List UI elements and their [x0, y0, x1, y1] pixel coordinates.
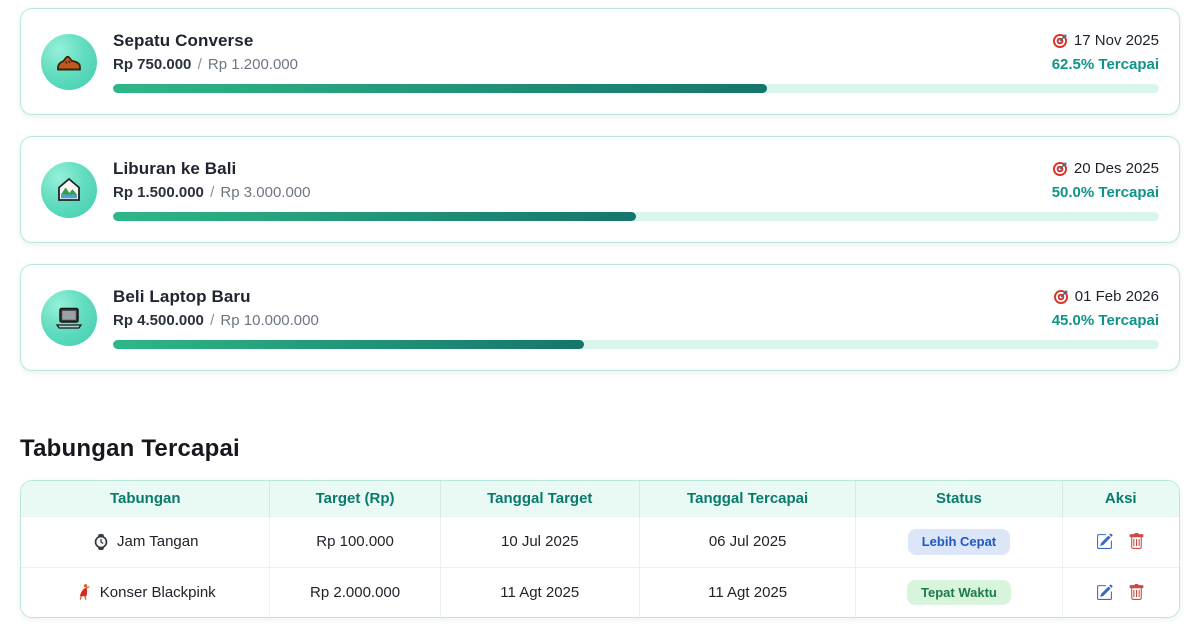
laptop-icon	[56, 307, 82, 329]
saving-achieved-date: 06 Jul 2025	[638, 516, 856, 568]
column-header-aksi: Aksi	[1061, 481, 1179, 517]
goal-body: Sepatu Converse 17 Nov 2025 Rp 750.000 /…	[113, 31, 1159, 93]
saving-name: Jam Tangan	[117, 533, 199, 551]
goal-deadline-date: 20 Des 2025	[1073, 160, 1159, 177]
progress-bar-track	[113, 339, 1159, 349]
column-header-tanggal-tercapai: Tanggal Tercapai	[638, 481, 856, 517]
goal-card-beli-laptop-baru: Beli Laptop Baru 01 Feb 2026 Rp 4.500.00…	[20, 264, 1180, 371]
amount-target: Rp 10.000.000	[220, 311, 319, 329]
column-header-tanggal-target: Tanggal Target	[439, 481, 640, 517]
edit-button[interactable]	[1096, 533, 1114, 551]
goal-amounts: Rp 4.500.000 / Rp 10.000.000	[113, 312, 319, 329]
target-icon	[1052, 32, 1068, 49]
delete-button[interactable]	[1128, 533, 1146, 551]
delete-button[interactable]	[1128, 583, 1146, 601]
goal-amounts: Rp 1.500.000 / Rp 3.000.000	[113, 184, 311, 201]
goal-percent-label: 62.5% Tercapai	[1051, 55, 1159, 73]
column-header-tabungan: Tabungan	[21, 481, 270, 517]
table-row-jam-tangan: Jam Tangan Rp 100.000 10 Jul 2025 06 Jul…	[21, 516, 1179, 568]
column-header-status: Status	[855, 481, 1062, 517]
saving-target: Rp 100.000	[269, 516, 441, 568]
status-badge: Tepat Waktu	[907, 579, 1011, 606]
goal-body: Beli Laptop Baru 01 Feb 2026 Rp 4.500.00…	[113, 287, 1159, 349]
dancer-icon	[78, 583, 90, 601]
goal-card-liburan-ke-bali: Liburan ke Bali 20 Des 2025 Rp 1.500.000…	[20, 136, 1180, 243]
saving-achieved-date: 11 Agt 2025	[638, 566, 856, 618]
achieved-table-container: Tabungan Target (Rp) Tanggal Target Tang…	[20, 480, 1180, 619]
goal-card-list: Sepatu Converse 17 Nov 2025 Rp 750.000 /…	[20, 8, 1180, 371]
shoe-icon	[57, 55, 81, 70]
goal-percent-label: 50.0% Tercapai	[1051, 183, 1159, 201]
goal-deadline-date: 17 Nov 2025	[1073, 32, 1159, 49]
section-heading: Tabungan Tercapai	[20, 435, 240, 462]
edit-icon	[1097, 533, 1113, 550]
goal-title: Liburan ke Bali	[113, 158, 237, 178]
target-icon	[1053, 288, 1069, 305]
goal-card-sepatu-converse: Sepatu Converse 17 Nov 2025 Rp 750.000 /…	[20, 8, 1180, 115]
goal-amounts: Rp 750.000 / Rp 1.200.000	[113, 56, 298, 73]
goal-deadline: 01 Feb 2026	[1053, 288, 1159, 305]
progress-bar-fill	[113, 211, 636, 221]
goal-avatar	[41, 161, 97, 218]
progress-bar-fill	[113, 339, 584, 349]
park-icon	[58, 177, 80, 201]
progress-bar-track	[113, 211, 1159, 221]
saving-target-date: 10 Jul 2025	[439, 516, 640, 568]
saving-name-cell: Konser Blackpink	[27, 583, 263, 601]
watch-icon	[94, 533, 108, 551]
status-badge: Lebih Cepat	[907, 529, 1011, 555]
saving-target: Rp 2.000.000	[269, 566, 441, 618]
goal-body: Liburan ke Bali 20 Des 2025 Rp 1.500.000…	[113, 159, 1159, 221]
table-row-konser-blackpink: Konser Blackpink Rp 2.000.000 11 Agt 202…	[21, 566, 1179, 618]
saving-name-cell: Jam Tangan	[27, 533, 263, 551]
amount-target: Rp 1.200.000	[207, 55, 298, 73]
column-header-target: Target (Rp)	[269, 481, 441, 517]
row-actions	[1069, 533, 1174, 551]
goal-deadline: 17 Nov 2025	[1052, 32, 1159, 49]
saving-name: Konser Blackpink	[99, 583, 216, 601]
saving-target-date: 11 Agt 2025	[439, 566, 640, 618]
amount-saved: Rp 4.500.000	[113, 311, 204, 329]
amount-separator: /	[210, 183, 215, 201]
goal-deadline: 20 Des 2025	[1052, 160, 1159, 177]
trash-icon	[1129, 583, 1144, 600]
amount-saved: Rp 750.000	[113, 55, 192, 73]
progress-bar-track	[113, 83, 1159, 93]
amount-saved: Rp 1.500.000	[113, 183, 204, 201]
edit-button[interactable]	[1096, 583, 1114, 601]
progress-bar-fill	[113, 83, 767, 93]
table-header-row: Tabungan Target (Rp) Tanggal Target Tang…	[21, 481, 1179, 517]
amount-separator: /	[197, 55, 202, 73]
trash-icon	[1129, 533, 1144, 550]
row-actions	[1069, 583, 1174, 601]
goal-title: Beli Laptop Baru	[113, 286, 251, 306]
amount-target: Rp 3.000.000	[220, 183, 311, 201]
edit-icon	[1097, 584, 1113, 600]
achieved-table: Tabungan Target (Rp) Tanggal Target Tang…	[21, 481, 1179, 618]
goal-deadline-date: 01 Feb 2026	[1074, 288, 1159, 305]
goal-percent-label: 45.0% Tercapai	[1051, 311, 1159, 329]
goal-avatar	[41, 289, 97, 346]
achieved-section: Tabungan Tercapai Tabungan Target (Rp) T…	[20, 435, 1180, 619]
amount-separator: /	[210, 311, 215, 329]
goal-title: Sepatu Converse	[113, 30, 254, 50]
goal-avatar	[41, 33, 97, 90]
target-icon	[1052, 160, 1068, 177]
